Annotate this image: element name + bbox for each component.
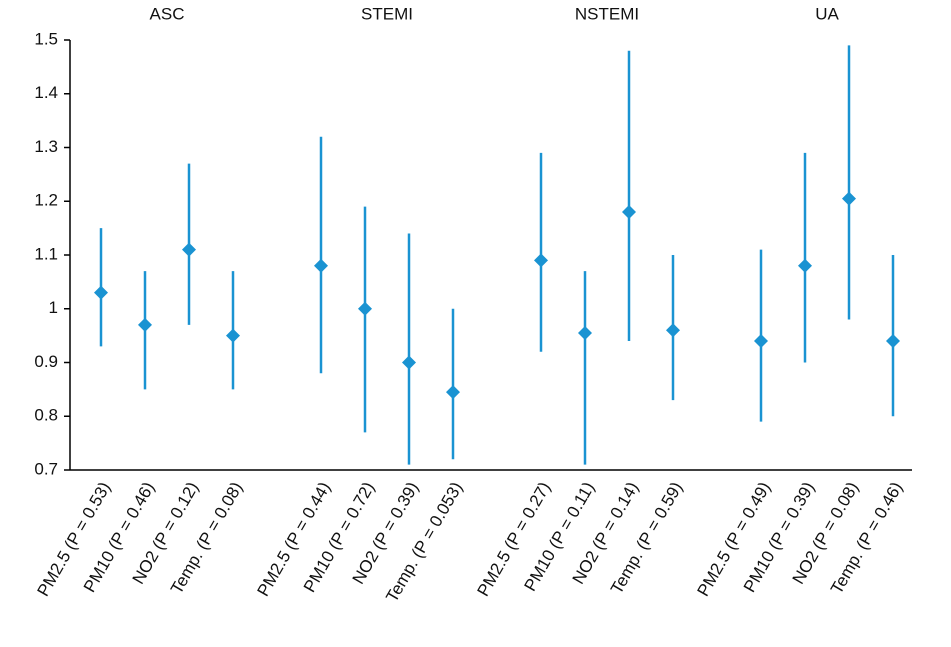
point <box>622 205 636 219</box>
group-title: UA <box>815 4 839 23</box>
point <box>182 242 196 257</box>
point <box>842 191 856 206</box>
point <box>798 258 812 273</box>
y-tick-label: 1 <box>49 298 58 317</box>
group-title: NSTEMI <box>575 4 639 23</box>
point <box>94 285 108 300</box>
y-tick-label: 1.3 <box>34 137 58 156</box>
y-tick-label: 1.2 <box>34 191 58 210</box>
point <box>402 355 416 370</box>
point <box>754 334 768 348</box>
point <box>138 317 152 332</box>
point <box>226 328 240 343</box>
group-title: ASC <box>150 4 185 23</box>
y-tick-label: 0.8 <box>34 406 58 425</box>
y-tick-label: 1.1 <box>34 244 58 263</box>
point <box>314 258 328 273</box>
point <box>666 323 680 338</box>
point <box>446 385 460 400</box>
y-tick-label: 1.4 <box>34 83 58 102</box>
y-tick-label: 0.7 <box>34 459 58 478</box>
y-tick-label: 1.5 <box>34 29 58 48</box>
point <box>358 301 372 316</box>
group-title: STEMI <box>361 4 413 23</box>
point <box>578 325 592 340</box>
point <box>886 334 900 348</box>
point <box>534 253 548 268</box>
y-tick-label: 0.9 <box>34 352 58 371</box>
